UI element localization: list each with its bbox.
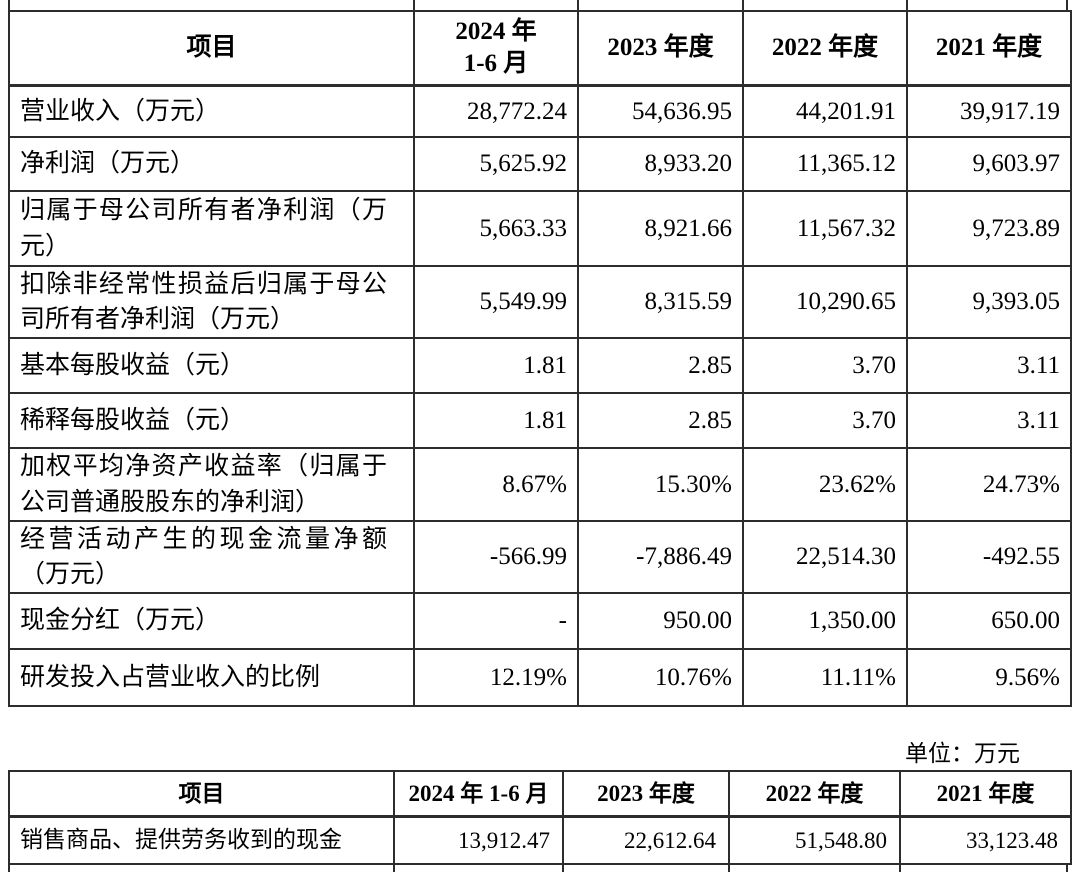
value-cell: 2.85 [579, 339, 744, 394]
cash-flow-table: 项目 2024 年 1-6 月 2023 年度 2022 年度 2021 年度 … [8, 770, 1072, 865]
value-cell: -566.99 [415, 522, 579, 594]
column-header-2024h1: 2024 年 1-6 月 [395, 772, 564, 818]
row-label-text: 归属于母公司所有者净利润（万元） [20, 197, 387, 260]
row-label-parent-net-profit: 归属于母公司所有者净利润（万元） [10, 192, 415, 267]
column-header-item: 项目 [10, 772, 395, 818]
row-label-cash-dividend: 现金分红（万元） [10, 594, 415, 650]
row-label-text: 营业收入（万元） [20, 97, 221, 125]
value-cell: 5,663.33 [415, 192, 579, 267]
value-cell: - [415, 594, 579, 650]
row-label-text: 加权平均净资产收益率（归属于公司普通股股东的净利润） [20, 453, 387, 516]
row-label-text: 基本每股收益（元） [20, 351, 246, 379]
value-cell: 11.11% [744, 650, 908, 705]
row-label-text: 现金分红（万元） [20, 607, 221, 635]
value-cell: 28,772.24 [415, 87, 579, 138]
value-cell: 8,921.66 [579, 192, 744, 267]
value-cell: 5,549.99 [415, 267, 579, 339]
row-label-text: 扣除非经常性损益后归属于母公司所有者净利润（万元） [20, 270, 387, 334]
table-edge-stub [8, 864, 10, 872]
value-cell: 33,123.48 [966, 827, 1058, 853]
value-cell: -492.55 [908, 522, 1070, 594]
key-financial-indicators-table: 项目 2024 年 1-6 月 2023 年度 2022 年度 2021 年度 … [8, 10, 1072, 707]
value-cell: 950.00 [579, 594, 744, 650]
row-label-weighted-roe: 加权平均净资产收益率（归属于公司普通股股东的净利润） [10, 449, 415, 522]
row-label-net-profit: 净利润（万元） [10, 138, 415, 192]
value-cell: 24.73% [908, 449, 1070, 522]
column-header-2021: 2021 年度 [901, 772, 1070, 818]
unit-note: 单位：万元 [905, 741, 1020, 766]
column-header-2024h1: 2024 年 1-6 月 [415, 12, 579, 87]
value-cell: 3.70 [744, 339, 908, 394]
table-edge-stub [742, 0, 744, 11]
value-cell: -7,886.49 [579, 522, 744, 594]
value-cell: 11,365.12 [744, 138, 908, 192]
value-cell: 15.30% [579, 449, 744, 522]
table-edge-stub [728, 864, 730, 872]
value-cell: 39,917.19 [908, 87, 1070, 138]
row-label-text: 销售商品、提供劳务收到的现金 [20, 827, 342, 853]
column-header-2022: 2022 年度 [744, 12, 908, 87]
table-edge-stub [413, 0, 415, 11]
row-label-text: 研发投入占营业收入的比例 [20, 663, 321, 691]
value-cell: 650.00 [908, 594, 1070, 650]
row-label-deducted-net-profit: 扣除非经常性损益后归属于母公司所有者净利润（万元） [10, 267, 415, 339]
table-edge-stub [906, 0, 908, 11]
row-label-basic-eps: 基本每股收益（元） [10, 339, 415, 394]
value-cell: 3.11 [908, 339, 1070, 394]
row-label-cash-from-sales: 销售商品、提供劳务收到的现金 [10, 818, 395, 863]
value-cell: 3.11 [908, 394, 1070, 449]
value-cell: 1,350.00 [744, 594, 908, 650]
value-cell: 9,723.89 [908, 192, 1070, 267]
table-edge-stub [1066, 0, 1068, 11]
value-cell: 9,393.05 [908, 267, 1070, 339]
row-label-revenue: 营业收入（万元） [10, 87, 415, 138]
value-cell: 1.81 [415, 394, 579, 449]
row-label-text: 经营活动产生的现金流量净额（万元） [20, 525, 387, 589]
row-label-operating-cash-flow: 经营活动产生的现金流量净额（万元） [10, 522, 415, 594]
table-edge-stub [393, 864, 395, 872]
row-label-text: 净利润（万元） [20, 150, 196, 178]
value-cell: 22,612.64 [564, 818, 730, 863]
column-header-2023: 2023 年度 [564, 772, 730, 818]
column-header-item: 项目 [10, 12, 415, 87]
value-cell: 44,201.91 [744, 87, 908, 138]
value-cell: 9.56% [995, 663, 1060, 691]
table-edge-stub [8, 0, 10, 11]
row-label-text: 稀释每股收益（元） [20, 406, 246, 434]
column-header-2023: 2023 年度 [579, 12, 744, 87]
value-cell: 1.81 [415, 339, 579, 394]
value-cell: 8.67% [415, 449, 579, 522]
row-label-rd-ratio: 研发投入占营业收入的比例 [10, 650, 415, 705]
value-cell: 51,548.80 [730, 818, 901, 863]
value-cell: 9,603.97 [908, 138, 1070, 192]
table-edge-stub [577, 0, 579, 11]
value-cell: 2.85 [579, 394, 744, 449]
value-cell: 54,636.95 [579, 87, 744, 138]
table-edge-stub [899, 864, 901, 872]
value-cell: 8,315.59 [579, 267, 744, 339]
value-cell: 8,933.20 [579, 138, 744, 192]
table-edge-stub [562, 864, 564, 872]
value-cell: 3.70 [744, 394, 908, 449]
value-cell: 12.19% [415, 650, 579, 705]
value-cell: 22,514.30 [744, 522, 908, 594]
value-cell: 11,567.32 [744, 192, 908, 267]
row-label-diluted-eps: 稀释每股收益（元） [10, 394, 415, 449]
column-header-2021: 2021 年度 [908, 12, 1070, 87]
column-header-2022: 2022 年度 [730, 772, 901, 818]
table-edge-stub [1066, 864, 1068, 872]
value-cell: 13,912.47 [395, 818, 564, 863]
value-cell: 5,625.92 [415, 138, 579, 192]
value-cell: 23.62% [744, 449, 908, 522]
value-cell: 10,290.65 [744, 267, 908, 339]
value-cell: 10.76% [579, 650, 744, 705]
